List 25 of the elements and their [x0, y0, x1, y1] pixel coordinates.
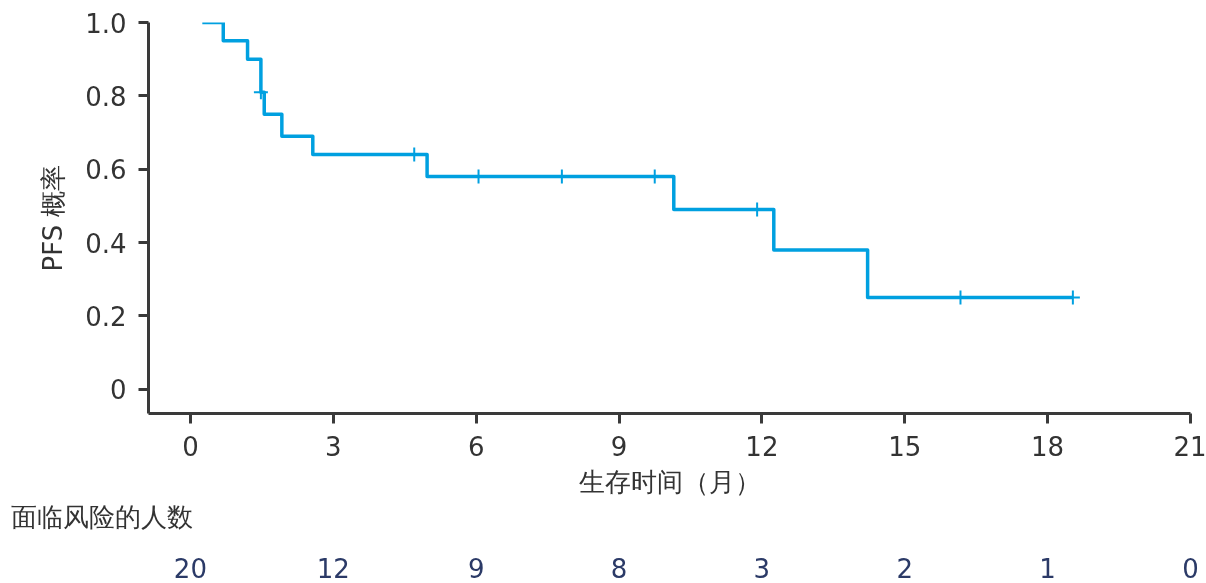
text: 0	[1182, 553, 1199, 583]
y-tick-label: 1.0	[85, 8, 127, 39]
x-axis-title: 生存时间（月）	[578, 466, 761, 497]
x-tick-label: 9	[610, 431, 628, 462]
text: 20	[173, 553, 207, 583]
y-tick-label: 0	[109, 375, 127, 406]
x-tick-label: 0	[182, 431, 199, 462]
text: 12	[316, 553, 350, 583]
x-tick-label: 21	[1173, 431, 1206, 462]
y-axis-title: PFS 概率	[38, 164, 69, 272]
text: 3	[753, 553, 771, 583]
y-tick-label: 0.8	[85, 81, 127, 112]
text: 2	[896, 553, 914, 583]
text: 9	[467, 553, 485, 583]
text: 8	[610, 553, 628, 583]
text: 1	[1039, 553, 1056, 583]
y-tick-label: 0.2	[85, 301, 127, 332]
x-tick-label: 18	[1031, 431, 1065, 462]
x-tick-label: 12	[745, 431, 779, 462]
text: 面临风险的人数	[10, 501, 193, 532]
x-tick-label: 15	[888, 431, 922, 462]
x-tick-label: 3	[325, 431, 342, 462]
x-tick-label: 6	[467, 431, 485, 462]
y-tick-label: 0.6	[85, 155, 127, 186]
y-tick-label: 0.4	[85, 228, 127, 259]
